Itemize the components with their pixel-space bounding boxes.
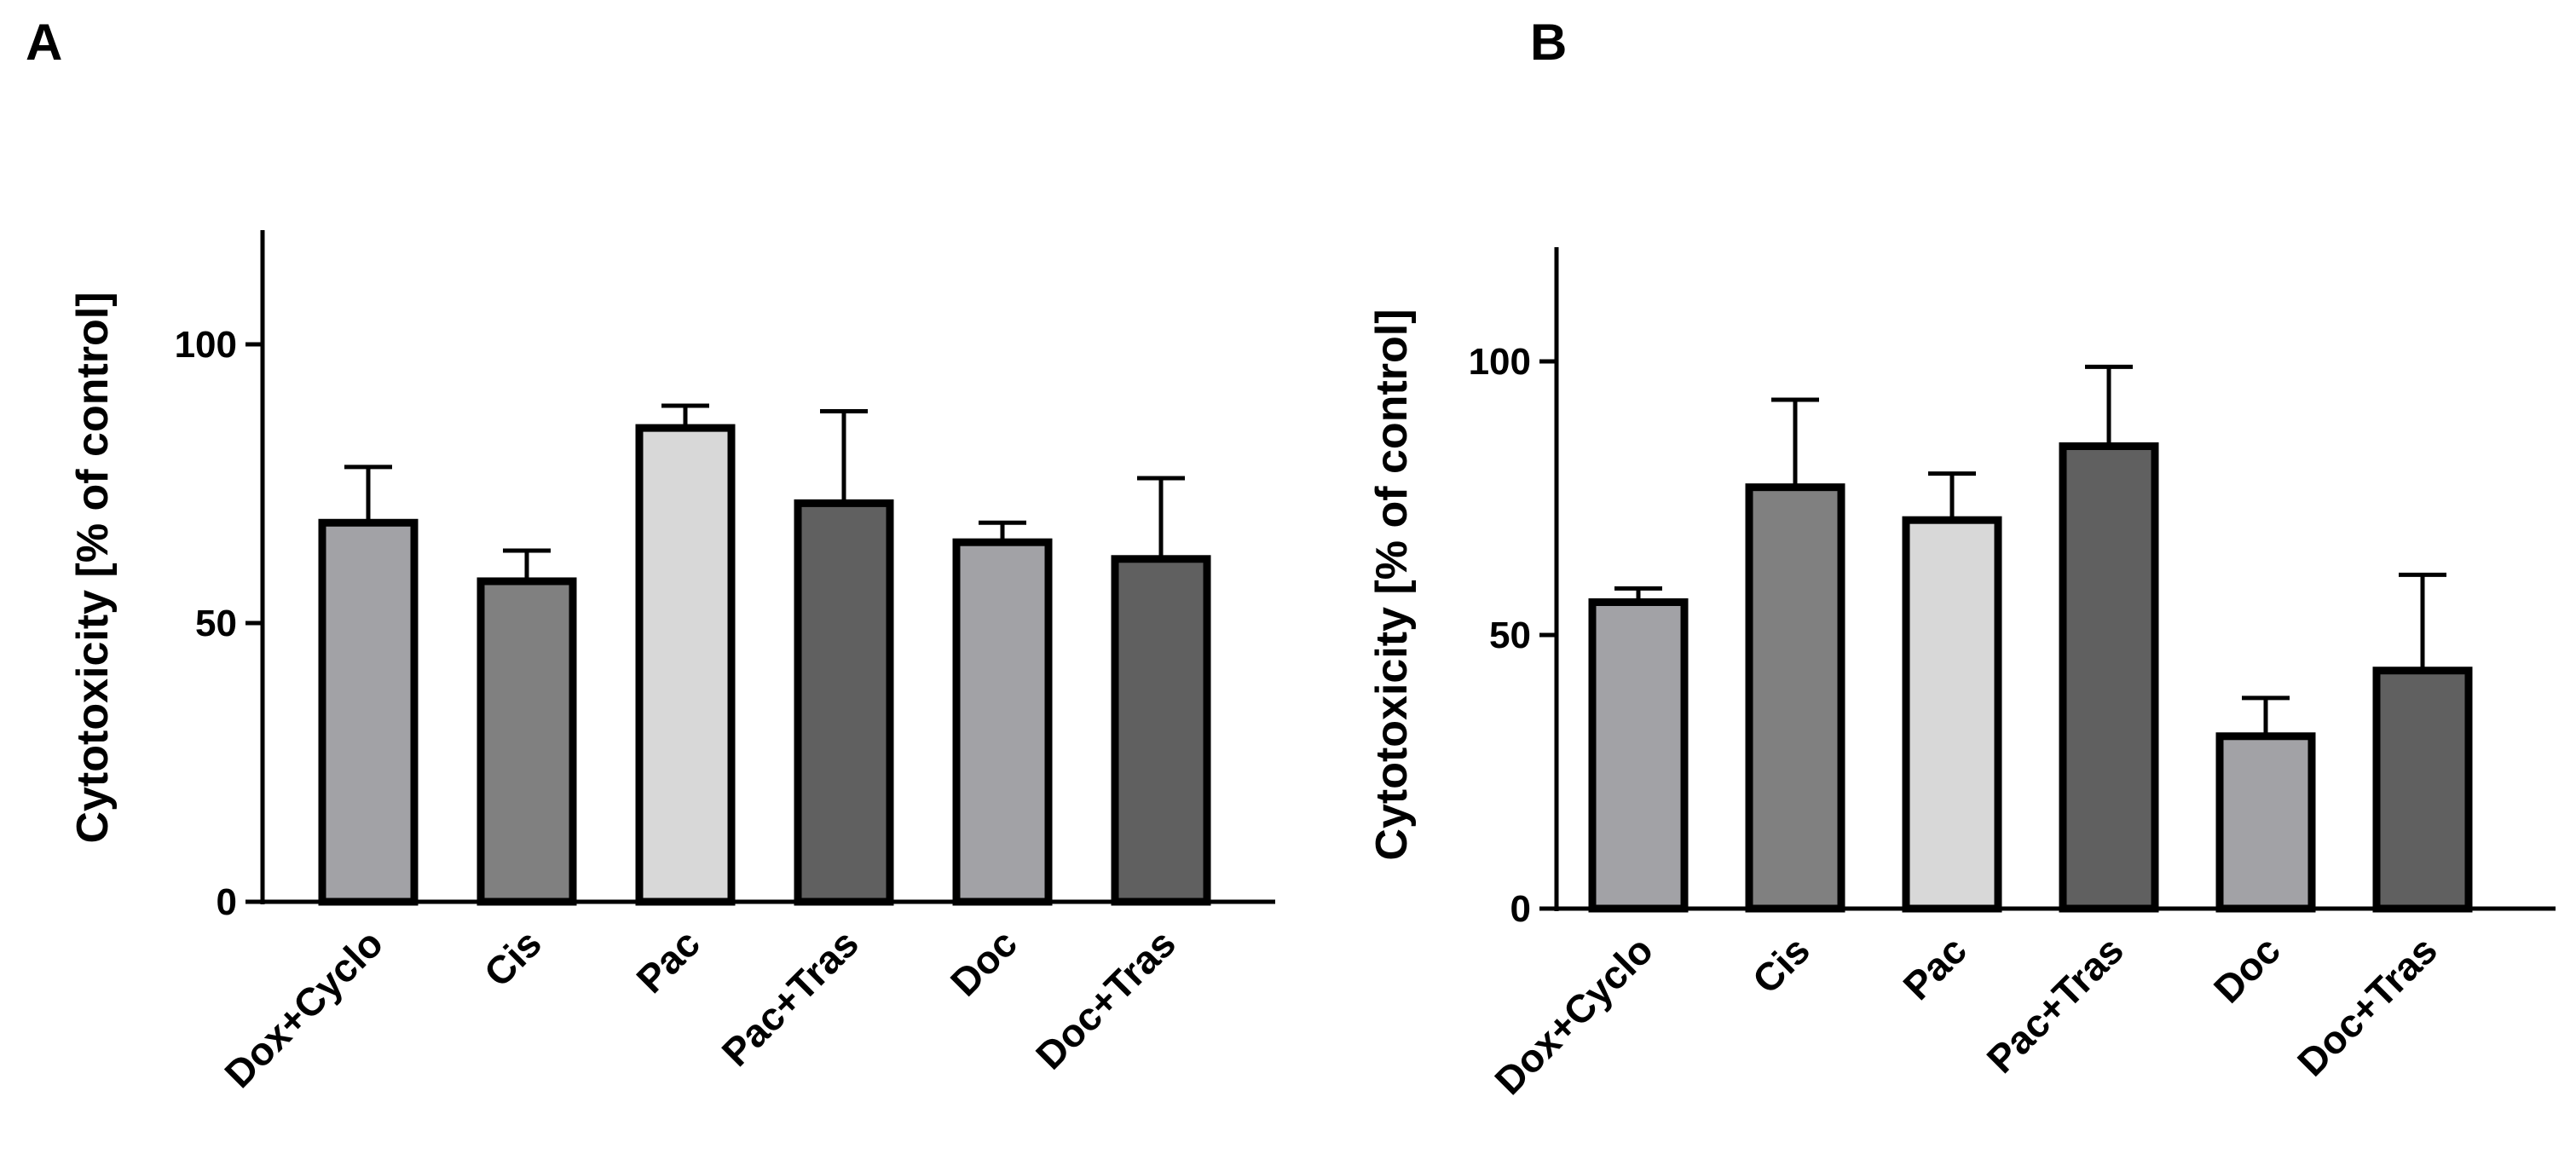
panel-b-category-label-5: Doc+Tras <box>2289 927 2446 1084</box>
panel-a-category-label-3: Pac+Tras <box>713 921 868 1075</box>
panel-a-category-label-2: Pac <box>627 921 708 1001</box>
panel-b-category-label-0: Dox+Cyclo <box>1486 927 1661 1103</box>
panel-a-bar-3 <box>794 499 894 906</box>
panel-a-y-tick-label-0: 0 <box>217 881 237 923</box>
panel-b-y-tick-label-1: 50 <box>1489 615 1531 656</box>
panel-a-category-label-1: Cis <box>476 921 550 995</box>
panel-a-y-tick-label-1: 50 <box>195 603 237 644</box>
panel-b-y-axis-label: Cytotoxicity [% of control] <box>1367 309 1417 860</box>
panel-b-bar-5 <box>2372 667 2473 913</box>
panel-b-category-label-3: Pac+Tras <box>1978 927 2133 1082</box>
panel-a-bar-2 <box>635 424 736 906</box>
panel-a-letter: A <box>26 14 62 71</box>
panel-a-bar-1 <box>477 577 577 906</box>
panel-a-category-label-4: Doc <box>942 921 1025 1004</box>
panel-b-letter: B <box>1530 14 1567 71</box>
panel-b: B Cytotoxicity [% of control] 0 50 100 Dox+Cy… <box>1367 14 2556 1103</box>
panel-b-category-label-4: Doc <box>2205 927 2289 1011</box>
panel-b-y-tick-label-2: 100 <box>1469 341 1531 383</box>
panel-a-bar-0 <box>318 518 419 906</box>
panel-a-bar-4 <box>952 538 1053 906</box>
panel-b-bar-4 <box>2215 732 2316 913</box>
panel-a-category-label-0: Dox+Cyclo <box>216 921 391 1096</box>
panel-a-y-axis-label: Cytotoxicity [% of control] <box>68 292 118 843</box>
panel-b-bar-0 <box>1588 597 1689 913</box>
panel-b-y-tick-label-0: 0 <box>1510 888 1531 930</box>
panel-a-bar-5 <box>1111 555 1211 906</box>
panel-b-category-label-2: Pac <box>1894 927 1975 1008</box>
panel-b-bar-3 <box>2059 442 2159 913</box>
panel-b-bar-1 <box>1745 483 1845 913</box>
panel-b-bar-2 <box>1902 516 2002 913</box>
panel-b-category-label-1: Cis <box>1744 927 1818 1001</box>
panel-a: A Cytotoxicity [% of control] 0 50 100 Dox+Cy… <box>26 14 1275 1096</box>
panel-a-category-label-5: Doc+Tras <box>1027 921 1184 1077</box>
panel-a-y-tick-label-2: 100 <box>175 324 237 366</box>
